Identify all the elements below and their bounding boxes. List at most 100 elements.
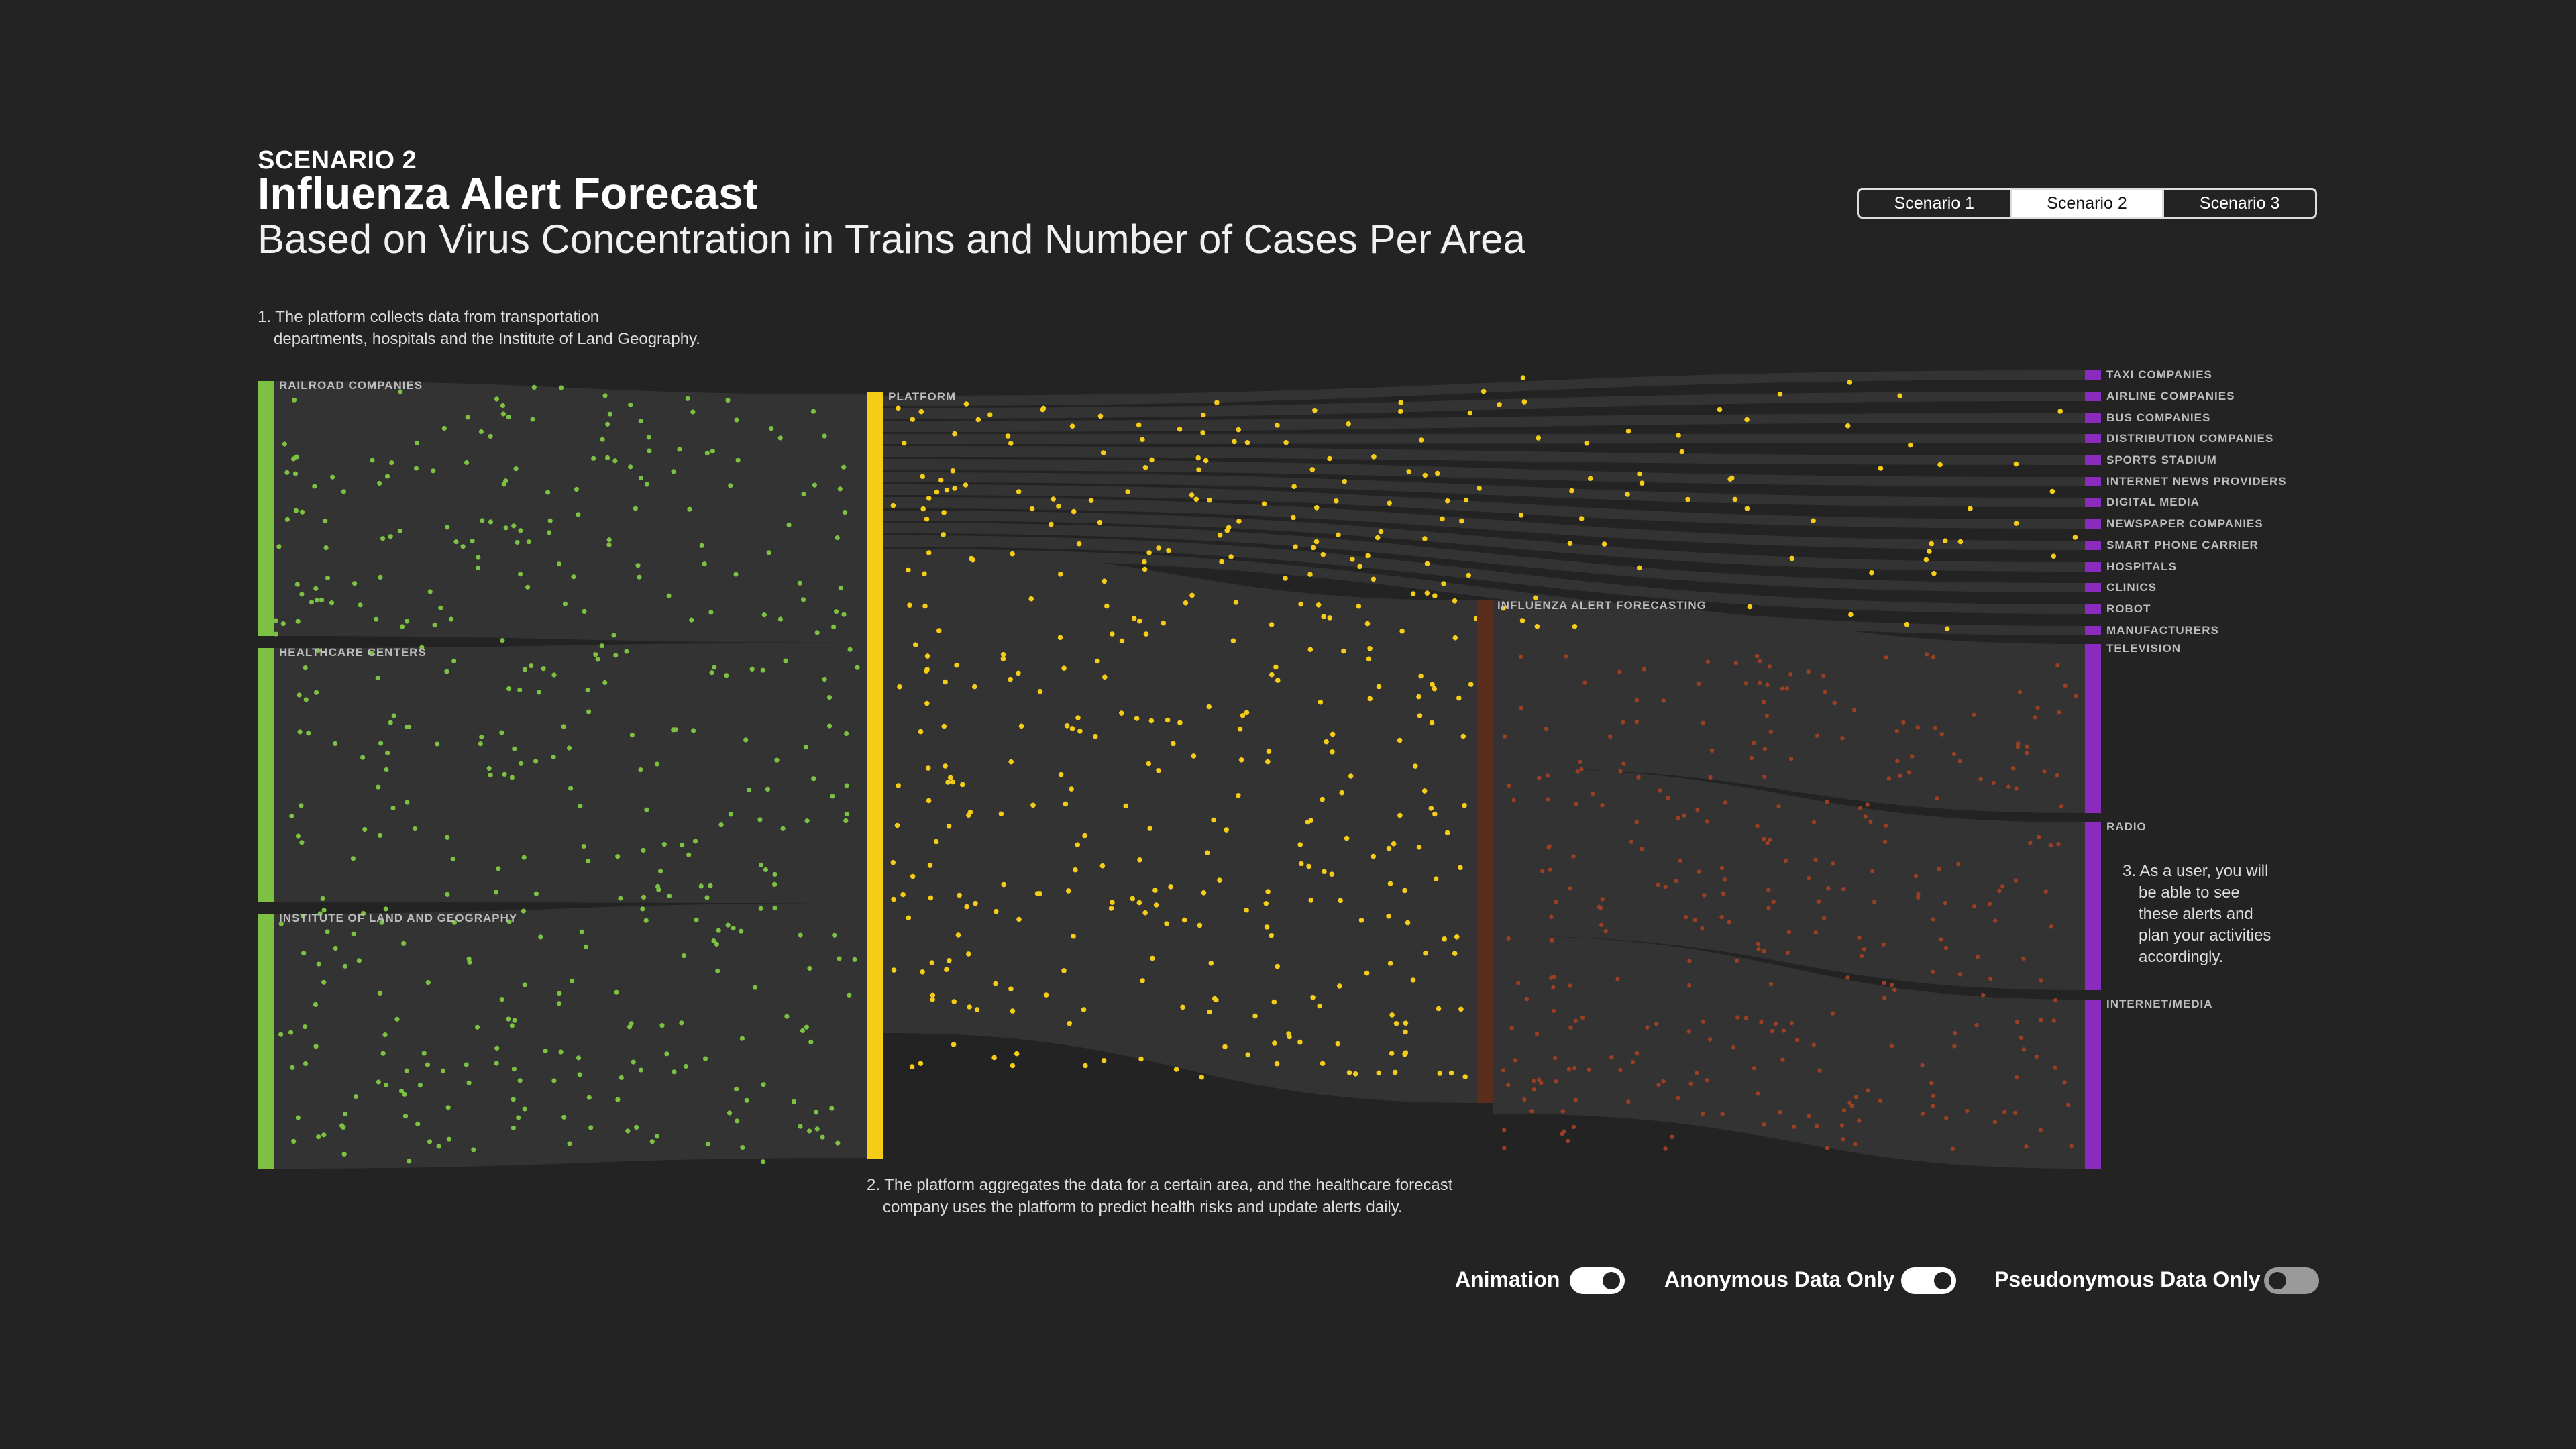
source-data-dot — [586, 859, 591, 864]
platform-data-dot — [1397, 737, 1403, 743]
forecast-data-dot — [1997, 888, 2002, 894]
forecast-data-dot — [1882, 839, 1888, 844]
source-data-dot — [290, 1065, 295, 1070]
source-data-dot — [731, 926, 736, 931]
source-data-dot — [432, 623, 437, 628]
source-data-dot — [847, 992, 852, 998]
source-data-dot — [800, 1028, 806, 1034]
output-label-small-11: CLINICS — [2106, 581, 2157, 594]
source-data-dot — [798, 932, 803, 938]
forecast-data-dot — [1561, 1129, 1566, 1134]
source-data-dot — [699, 543, 704, 549]
source-data-dot — [380, 1051, 386, 1056]
source-data-dot — [499, 730, 504, 735]
forecast-data-dot — [1579, 767, 1584, 772]
forecast-data-dot — [1931, 1103, 1935, 1108]
platform-data-dot — [1789, 555, 1795, 561]
forecast-data-dot — [1560, 1109, 1565, 1114]
platform-data-dot — [1269, 933, 1274, 938]
forecast-data-dot — [1546, 845, 1551, 850]
source-data-dot — [341, 1151, 347, 1157]
platform-data-dot — [1265, 889, 1271, 894]
source-data-dot — [466, 956, 472, 961]
forecast-data-dot — [1551, 985, 1556, 990]
forecast-data-dot — [1817, 1068, 1822, 1073]
source-data-dot — [774, 757, 780, 763]
source-data-dot — [804, 1024, 809, 1030]
platform-data-dot — [1156, 768, 1161, 773]
platform-data-dot — [1195, 455, 1201, 461]
platform-data-dot — [1432, 686, 1438, 692]
forecast-data-dot — [1944, 1116, 1949, 1120]
platform-data-dot — [1283, 439, 1289, 445]
source-data-dot — [292, 397, 297, 402]
forecast-data-dot — [1897, 773, 1902, 778]
source-data-dot — [351, 931, 356, 936]
pseudonymous-data-toggle[interactable] — [2264, 1267, 2319, 1294]
forecast-data-dot — [1907, 770, 1912, 775]
forecast-data-dot — [1600, 803, 1605, 808]
tab-scenario-1[interactable]: Scenario 1 — [1859, 190, 2012, 217]
tab-scenario-3[interactable]: Scenario 3 — [2199, 193, 2280, 213]
forecast-data-dot — [1939, 732, 1944, 737]
platform-data-dot — [1584, 441, 1590, 446]
platform-data-dot — [1266, 749, 1272, 754]
animation-toggle[interactable] — [1570, 1267, 1625, 1294]
forecast-data-dot — [1952, 1031, 1957, 1036]
forecast-data-dot — [2057, 710, 2061, 715]
forecast-data-dot — [1811, 1042, 1816, 1047]
platform-data-dot — [1142, 559, 1147, 565]
source-label-3: INSTITUTE OF LAND AND GEOGRAPHY — [279, 912, 517, 924]
anonymous-data-toggle[interactable] — [1901, 1267, 1956, 1294]
forecast-data-dot — [2021, 1047, 2026, 1052]
source-data-dot — [503, 525, 508, 531]
forecast-data-dot — [1634, 698, 1640, 703]
source-data-dot — [545, 490, 551, 495]
source-data-dot — [521, 908, 527, 914]
forecast-data-dot — [1892, 987, 1897, 993]
source-data-dot — [502, 771, 507, 777]
platform-data-dot — [1929, 541, 1934, 547]
source-data-dot — [820, 1134, 825, 1140]
platform-data-dot — [922, 571, 927, 576]
source-data-dot — [466, 1080, 472, 1085]
platform-data-dot — [1269, 622, 1275, 627]
platform-data-dot — [1071, 934, 1076, 939]
platform-data-dot — [1150, 955, 1155, 961]
platform-data-dot — [1536, 435, 1541, 441]
platform-data-dot — [930, 992, 936, 998]
source-data-dot — [401, 941, 407, 946]
platform-data-dot — [1217, 533, 1223, 538]
platform-data-dot — [1897, 393, 1902, 398]
platform-data-dot — [1477, 486, 1482, 491]
forecast-data-dot — [1931, 917, 1936, 922]
forecast-data-dot — [1756, 947, 1761, 952]
output-label-small-6: INTERNET NEWS PROVIDERS — [2106, 475, 2287, 488]
tab-scenario-2[interactable]: Scenario 2 — [2011, 190, 2165, 217]
source-data-dot — [633, 506, 639, 511]
platform-data-dot — [945, 780, 951, 785]
forecast-data-dot — [2069, 1144, 2074, 1149]
forecast-data-dot — [1575, 769, 1580, 774]
source-data-dot — [666, 593, 672, 598]
source-data-dot — [464, 460, 470, 466]
source-data-dot — [712, 665, 717, 670]
source-data-dot — [798, 1124, 803, 1129]
source-data-dot — [830, 794, 835, 799]
forecast-data-dot — [1813, 930, 1819, 935]
source-data-dot — [667, 894, 672, 899]
forecast-data-dot — [2059, 804, 2064, 809]
forecast-data-dot — [1743, 681, 1748, 686]
platform-data-dot — [1957, 539, 1964, 545]
forecast-data-dot — [1549, 975, 1554, 980]
source-data-dot — [325, 929, 330, 934]
output-node-large-3 — [2085, 1000, 2101, 1169]
forecast-data-dot — [1571, 1124, 1576, 1130]
platform-data-dot — [944, 487, 950, 493]
platform-data-dot — [1429, 720, 1435, 726]
platform-data-dot — [1416, 694, 1421, 700]
source-data-dot — [341, 1124, 346, 1130]
source-data-dot — [604, 455, 610, 461]
source-data-dot — [405, 619, 410, 624]
platform-data-dot — [1261, 501, 1267, 506]
